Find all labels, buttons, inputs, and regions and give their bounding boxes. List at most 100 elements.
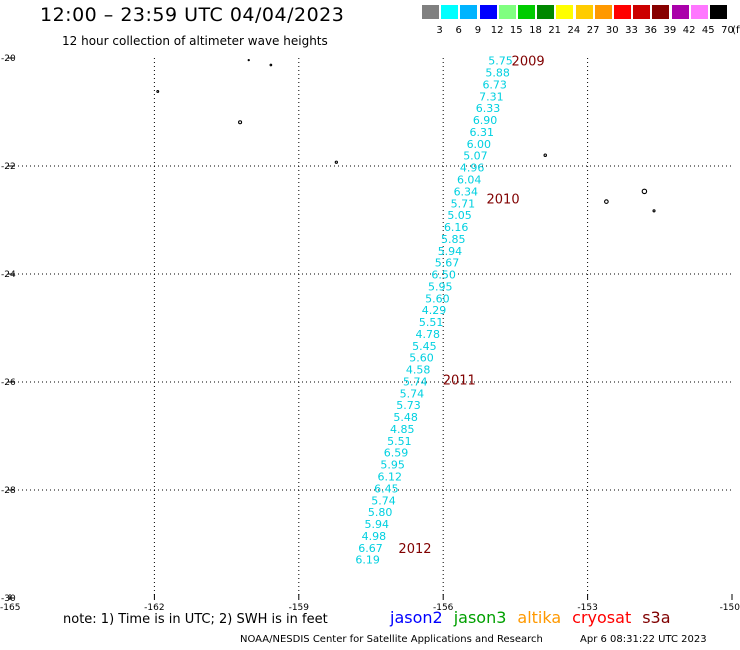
scale-swatch [518, 5, 535, 19]
satellite-legend-item: jason3 [453, 608, 507, 627]
scale-label: 27 [586, 25, 600, 36]
credit-line: NOAA/NESDIS Center for Satellite Applica… [240, 634, 543, 645]
scale-swatch [633, 5, 651, 19]
scale-label: 15 [509, 25, 523, 36]
scale-swatch [652, 5, 670, 19]
swh-value-label: 6.34 [454, 185, 479, 198]
scale-swatch [710, 5, 727, 19]
scale-swatch [498, 5, 516, 19]
x-tick-label: -156 [433, 603, 454, 613]
scale-swatch [671, 5, 689, 19]
swh-value-label: 5.45 [412, 340, 437, 353]
scale-swatch [556, 5, 574, 19]
swh-value-label: 6.67 [358, 542, 383, 555]
y-tick-label: -28 [1, 486, 16, 496]
island-outline [641, 188, 648, 195]
swh-value-label: 5.07 [463, 150, 488, 163]
scale-swatch [422, 5, 439, 19]
scale-label: 6 [455, 25, 462, 36]
swh-value-label: 6.50 [431, 269, 456, 282]
scale-label: 45 [701, 25, 715, 36]
hour-time-label: 2009 [512, 55, 545, 70]
hour-time-label: 2011 [443, 373, 476, 388]
swh-value-label: 5.60 [425, 292, 450, 305]
swh-value-label: 6.45 [374, 482, 399, 495]
swh-value-label: 6.90 [473, 114, 498, 127]
satellite-legend: jason2 jason3 altika cryosat s3a [390, 608, 682, 627]
swh-value-label: 5.85 [441, 233, 466, 246]
swh-value-label: 5.73 [396, 399, 421, 412]
swh-value-label: 6.12 [378, 471, 403, 484]
swh-value-label: 5.95 [428, 280, 453, 293]
swh-value-label: 5.60 [409, 352, 434, 365]
swh-value-label: 5.51 [387, 435, 412, 448]
satellite-legend-item: s3a [642, 608, 671, 627]
swh-value-label: 5.95 [380, 459, 405, 472]
island-outline [604, 199, 609, 204]
scale-label: 39 [663, 25, 677, 36]
scale-label: 21 [548, 25, 562, 36]
y-tick-label: -20 [1, 54, 16, 64]
satellite-legend-item: altika [517, 608, 562, 627]
swh-value-label: 5.05 [447, 209, 472, 222]
island-outline [543, 153, 547, 157]
scale-swatch [537, 5, 555, 19]
island-outline [334, 160, 338, 164]
footnote: note: 1) Time is in UTC; 2) SWH is in fe… [63, 612, 328, 627]
x-tick-label: -165 [0, 603, 20, 613]
hour-time-label: 2010 [487, 192, 520, 207]
swh-value-label: 5.88 [485, 67, 510, 80]
swh-value-label: 5.94 [365, 518, 390, 531]
scale-label: 9 [474, 25, 482, 36]
satellite-legend-item: cryosat [572, 608, 632, 627]
scale-label: 36 [644, 25, 658, 36]
swh-value-label: 5.80 [368, 506, 393, 519]
swh-value-label: 7.31 [479, 90, 504, 103]
swh-value-label: 5.75 [488, 55, 513, 68]
island-outline [238, 120, 243, 125]
swh-value-label: 6.04 [457, 174, 482, 187]
page-subtitle: 12 hour collection of altimeter wave hei… [62, 34, 328, 48]
island-outline [269, 63, 273, 67]
scale-label: 33 [625, 25, 638, 36]
swh-value-label: 6.59 [384, 447, 409, 460]
swh-value-label: 4.29 [422, 304, 447, 317]
swh-value-label: 5.71 [451, 197, 476, 210]
swh-value-label: 4.85 [390, 423, 415, 436]
swh-value-label: 5.74 [400, 387, 425, 400]
swh-value-label: 5.51 [419, 316, 444, 329]
scale-swatch [614, 5, 631, 19]
swh-value-label: 6.00 [467, 138, 492, 151]
scale-label: 18 [529, 25, 542, 36]
satellite-legend-item: jason2 [390, 608, 443, 627]
island-outline [652, 209, 656, 213]
swh-value-label: 4.98 [362, 530, 387, 543]
island-outline [247, 59, 250, 62]
scale-swatch [460, 5, 478, 19]
x-tick-label: -159 [289, 603, 310, 613]
scale-label: 24 [567, 25, 581, 36]
x-tick-label: -150 [720, 603, 740, 613]
swh-value-label: 6.19 [355, 554, 380, 567]
swh-value-label: 4.58 [406, 364, 431, 377]
scale-swatch [575, 5, 593, 19]
page-title: 12:00 – 23:59 UTC 04/04/2023 [40, 4, 345, 26]
swh-value-label: 6.33 [476, 102, 501, 115]
hour-time-label: 2012 [398, 542, 431, 557]
swh-value-label: 5.74 [371, 494, 396, 507]
scale-swatch [479, 5, 497, 19]
scale-label: 30 [605, 25, 619, 36]
y-tick-label: -22 [1, 162, 16, 172]
generated-timestamp: Apr 6 08:31:22 UTC 2023 [580, 634, 707, 645]
scale-swatch [441, 5, 459, 19]
y-tick-label: -24 [1, 270, 16, 280]
swh-value-label: 6.16 [444, 221, 469, 234]
swh-value-label: 5.74 [403, 375, 428, 388]
scale-swatch [690, 5, 708, 19]
swh-value-label: 5.67 [435, 257, 460, 270]
scale-label: 70 [721, 25, 734, 36]
x-tick-label: -162 [144, 603, 164, 613]
swh-value-label: 5.94 [438, 245, 463, 258]
scale-label: (ft) [732, 25, 740, 36]
